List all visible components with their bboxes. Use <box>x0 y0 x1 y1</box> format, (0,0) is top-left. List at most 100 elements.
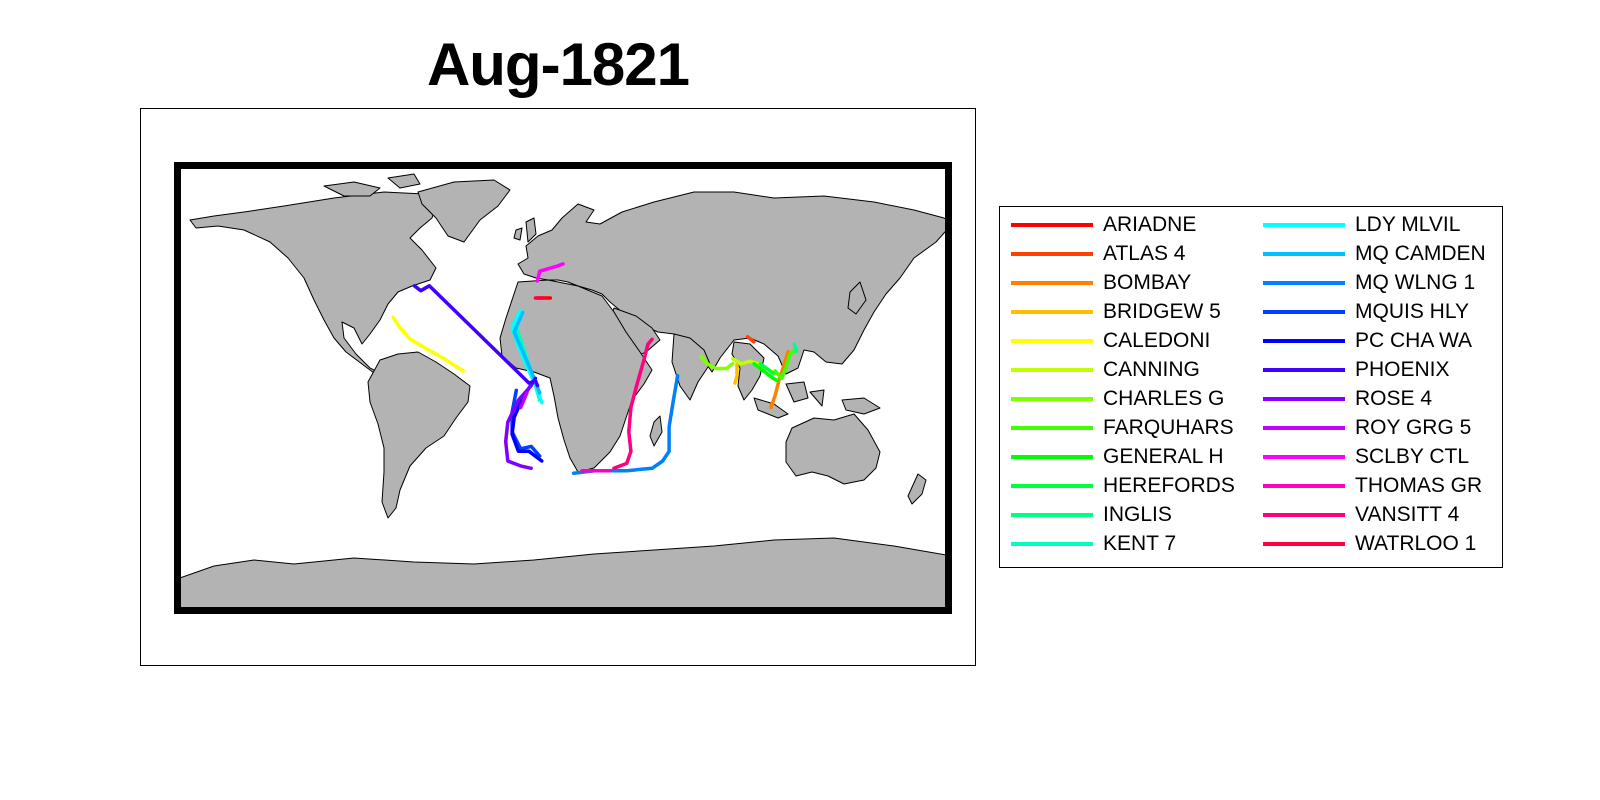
legend-item: SCLBY CTL <box>1252 442 1469 471</box>
legend-swatch <box>1011 251 1093 256</box>
legend-item: KENT 7 <box>1000 529 1176 558</box>
legend-swatch <box>1263 280 1345 285</box>
track-inglis <box>792 342 799 354</box>
track-atlas-4 <box>745 335 756 344</box>
legend-label: ROSE 4 <box>1355 386 1433 410</box>
legend-swatch <box>1263 512 1345 517</box>
legend-swatch <box>1011 222 1093 227</box>
track-sclby-ctl <box>535 262 565 283</box>
legend-item: ROY GRG 5 <box>1252 413 1471 442</box>
land-india <box>671 333 711 401</box>
legend-label: PHOENIX <box>1355 357 1450 381</box>
track-caledoni <box>391 315 466 373</box>
ship-tracks <box>391 262 799 475</box>
legend-label: INGLIS <box>1103 502 1172 526</box>
legend-label: ARIADNE <box>1103 212 1197 236</box>
legend-label: ROY GRG 5 <box>1355 415 1472 439</box>
legend-swatch <box>1263 309 1345 314</box>
legend-label: VANSITT 4 <box>1355 502 1460 526</box>
legend-swatch <box>1263 367 1345 372</box>
legend-swatch <box>1263 251 1345 256</box>
legend-swatch <box>1011 396 1093 401</box>
land-indonesia <box>753 381 881 419</box>
track-bridgew-5 <box>733 361 739 385</box>
legend-label: GENERAL H <box>1103 444 1224 468</box>
legend-swatch <box>1011 483 1093 488</box>
legend-item: PHOENIX <box>1252 355 1450 384</box>
legend: ARIADNE ATLAS 4 BOMBAY BRIDGEW 5 CALEDONI CAN… <box>999 206 1503 568</box>
chart-title: Aug-1821 <box>426 31 690 98</box>
legend-label: MQ CAMDEN <box>1355 241 1486 265</box>
legend-item: ARIADNE <box>1000 210 1196 239</box>
legend-item: MQ WLNG 1 <box>1252 268 1475 297</box>
legend-item: CHARLES G <box>1000 384 1224 413</box>
legend-item: ATLAS 4 <box>1000 239 1185 268</box>
legend-label: CANNING <box>1103 357 1200 381</box>
legend-label: PC CHA WA <box>1355 328 1473 352</box>
legend-swatch <box>1263 396 1345 401</box>
legend-swatch <box>1011 367 1093 372</box>
track-charles-g <box>699 354 735 371</box>
legend-item: GENERAL H <box>1000 442 1224 471</box>
legend-label: CALEDONI <box>1103 328 1211 352</box>
track-rose-4 <box>503 383 533 471</box>
legend-item: BOMBAY <box>1000 268 1191 297</box>
legend-swatch <box>1263 425 1345 430</box>
legend-swatch <box>1011 454 1093 459</box>
legend-item: INGLIS <box>1000 500 1172 529</box>
legend-label: FARQUHARS <box>1103 415 1234 439</box>
legend-swatch <box>1011 541 1093 546</box>
legend-item: THOMAS GR <box>1252 471 1482 500</box>
land-british-isles <box>513 217 537 243</box>
legend-swatch <box>1011 309 1093 314</box>
legend-label: THOMAS GR <box>1355 473 1483 497</box>
land-australia <box>785 413 881 485</box>
land-japan <box>847 281 867 315</box>
land-new-zealand <box>907 473 927 505</box>
legend-item: PC CHA WA <box>1252 326 1472 355</box>
legend-item: CALEDONI <box>1000 326 1210 355</box>
legend-label: HEREFORDS <box>1103 473 1235 497</box>
legend-item: MQUIS HLY <box>1252 297 1469 326</box>
legend-swatch <box>1011 280 1093 285</box>
track-roy-grg-5 <box>518 391 529 410</box>
legend-item: LDY MLVIL <box>1252 210 1460 239</box>
legend-item: MQ CAMDEN <box>1252 239 1486 268</box>
legend-label: WATRLOO 1 <box>1355 531 1477 555</box>
track-general-h <box>752 361 780 383</box>
legend-label: KENT 7 <box>1103 531 1177 555</box>
track-vansitt-4 <box>612 337 654 471</box>
legend-item: WATRLOO 1 <box>1252 529 1476 558</box>
legend-item: FARQUHARS <box>1000 413 1234 442</box>
land-eurasia <box>517 191 952 375</box>
land-arctic-islands <box>323 173 421 197</box>
track-herefords <box>758 361 775 376</box>
legend-label: BOMBAY <box>1103 270 1192 294</box>
legend-swatch <box>1011 512 1093 517</box>
legend-item: ROSE 4 <box>1252 384 1432 413</box>
legend-swatch <box>1263 222 1345 227</box>
legend-swatch <box>1263 483 1345 488</box>
legend-label: CHARLES G <box>1103 386 1225 410</box>
track-farquhars <box>773 347 799 381</box>
legend-item: CANNING <box>1000 355 1200 384</box>
legend-swatch <box>1263 454 1345 459</box>
map-frame <box>174 162 952 614</box>
land-antarctica <box>174 537 952 614</box>
track-phoenix <box>412 284 540 388</box>
legend-label: LDY MLVIL <box>1355 212 1461 236</box>
land-south-america <box>367 351 471 519</box>
world-map <box>174 162 952 614</box>
legend-item: HEREFORDS <box>1000 471 1235 500</box>
landmasses <box>174 173 952 614</box>
legend-swatch <box>1263 541 1345 546</box>
legend-label: ATLAS 4 <box>1103 241 1186 265</box>
legend-swatch <box>1011 425 1093 430</box>
legend-swatch <box>1011 338 1093 343</box>
legend-label: BRIDGEW 5 <box>1103 299 1221 323</box>
legend-item: VANSITT 4 <box>1252 500 1459 529</box>
legend-swatch <box>1263 338 1345 343</box>
land-madagascar <box>649 415 663 447</box>
legend-item: BRIDGEW 5 <box>1000 297 1221 326</box>
legend-label: MQUIS HLY <box>1355 299 1469 323</box>
